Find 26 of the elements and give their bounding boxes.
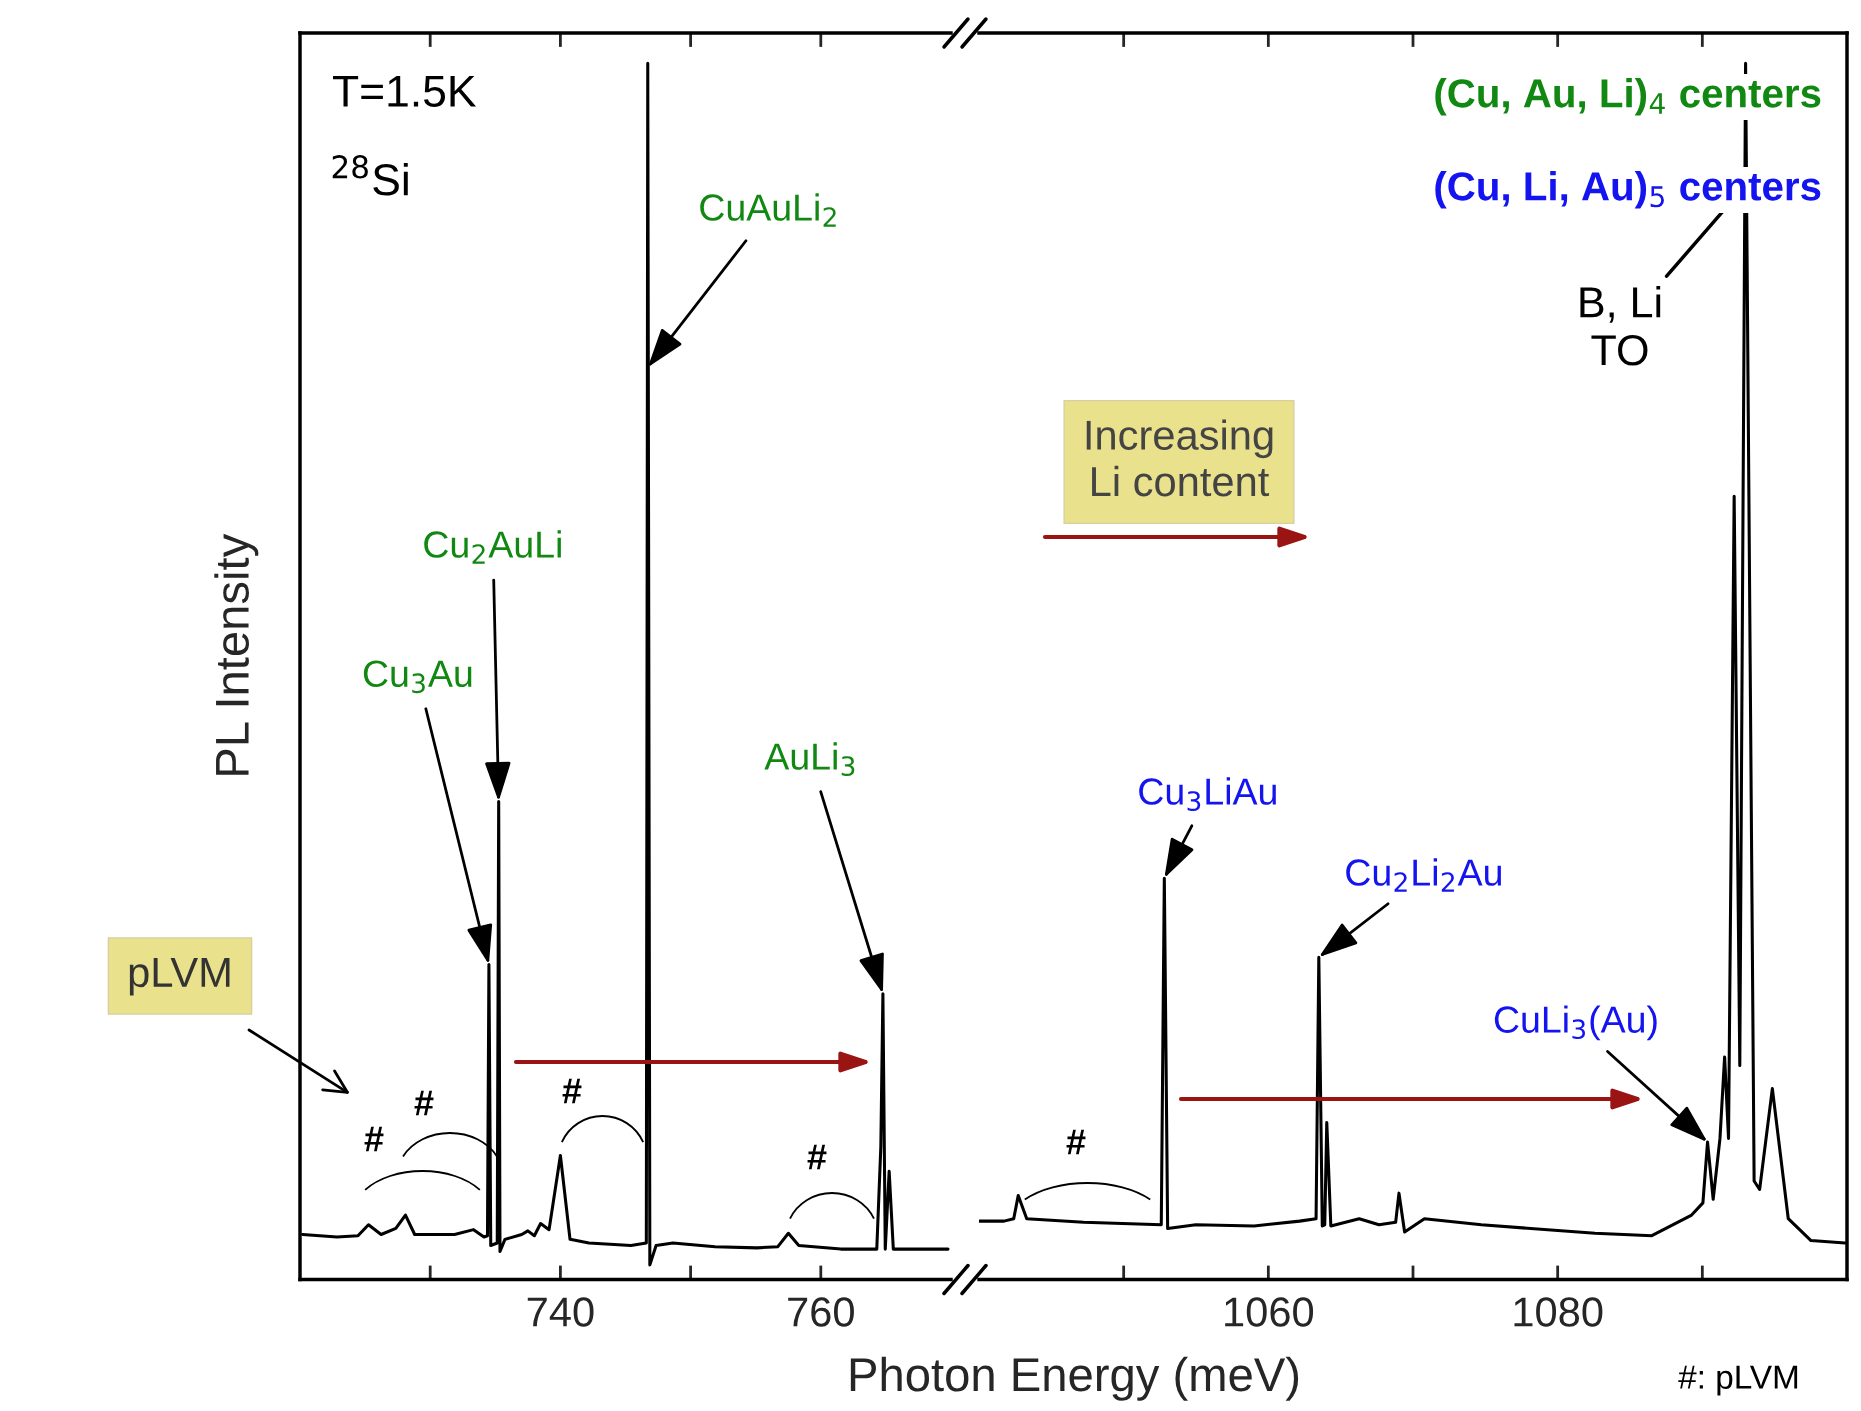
annotation: Cu$_{3}$Au	[363, 660, 472, 694]
annotation: #	[1066, 1129, 1086, 1155]
annotation: #	[562, 1078, 582, 1104]
x-tick-label: 740	[527, 1297, 594, 1327]
y-axis-title: PL Intensity	[214, 533, 259, 775]
annotation: Cu$_{3}$LiAu	[1139, 777, 1276, 812]
annotation: (Cu, Li, Au)$_{5}$ centers	[1435, 171, 1821, 209]
annotation: (Cu, Au, Li)$_{4}$ centers	[1435, 78, 1821, 116]
annotation: AuLi$_{3}$	[764, 742, 855, 777]
x-tick-label: 1060	[1225, 1297, 1314, 1327]
annotation: CuAuLi$_{2}$	[700, 193, 836, 227]
x-tick-label: 1080	[1514, 1297, 1603, 1327]
x-axis-title: Photon Energy (meV)	[850, 1356, 1299, 1401]
annotation: T=1.5K	[333, 75, 477, 107]
annotation: Cu$_{2}$Li$_{2}$Au	[1346, 858, 1501, 892]
annotation: CuLi$_{3}$(Au)	[1494, 1005, 1657, 1041]
text: pLVM	[129, 958, 230, 996]
text: #: pLVM	[1678, 1365, 1798, 1396]
x-tick-label: 760	[788, 1297, 854, 1327]
annotation: B, Li TO	[1580, 285, 1661, 366]
annotation: Increasing Li content	[1086, 419, 1273, 497]
annotation: #	[364, 1126, 384, 1152]
annotation: #	[414, 1090, 434, 1116]
annotation: $^{28}$Si	[332, 155, 408, 196]
annotation: Cu$_{2}$AuLi	[424, 530, 561, 564]
annotation: #	[807, 1144, 827, 1170]
